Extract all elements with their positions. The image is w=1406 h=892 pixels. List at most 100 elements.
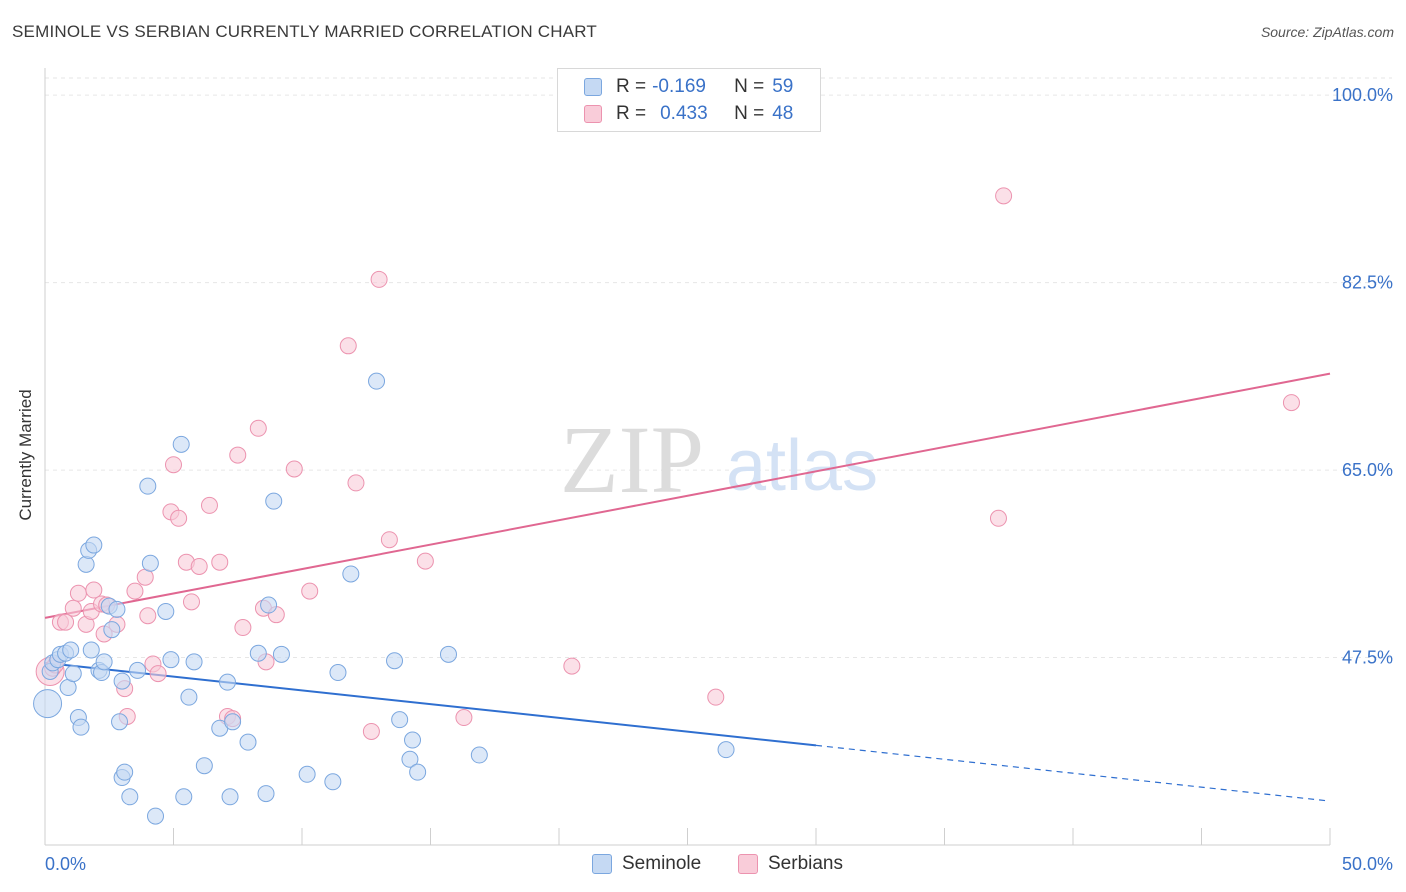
serbians-point [362, 722, 380, 740]
seminole-point [298, 765, 316, 783]
y-tick-label: 65.0% [1342, 460, 1393, 480]
serbians-point [126, 582, 144, 600]
legend-item-serbians[interactable]: Serbians [738, 852, 843, 876]
serbians-point [211, 553, 229, 571]
seminole-point [147, 807, 165, 825]
serbians-swatch [584, 105, 602, 123]
seminole-point [257, 785, 275, 803]
serbians-point [149, 665, 167, 683]
seminole-point [409, 763, 427, 781]
seminole-trend-line [44, 661, 817, 747]
r-label: R = [616, 103, 647, 124]
seminole-point [77, 555, 95, 573]
y-tick-label: 47.5% [1342, 648, 1393, 668]
seminole-point [391, 711, 409, 729]
seminole-point [157, 602, 175, 620]
serbians-point [182, 593, 200, 611]
seminole-point [162, 651, 180, 669]
serbians-point [234, 619, 252, 637]
seminole-point [111, 713, 129, 731]
serbians-point [165, 456, 182, 474]
serbians-point [995, 187, 1013, 205]
seminole-point [95, 653, 113, 671]
seminole-point [386, 652, 404, 670]
serbians-point [707, 688, 725, 706]
n-label: N = [734, 103, 765, 124]
x-tick-labels: 0.0% 50.0% [45, 854, 1393, 874]
seminole-point [180, 688, 198, 706]
correlation-legend: R = -0.169 N = 59 R = 0.433 N = 48 [557, 68, 821, 132]
seminole-point [401, 750, 419, 768]
serbians-point [347, 474, 365, 492]
serbians-point [85, 581, 103, 599]
seminole-point [108, 600, 126, 618]
seminole-point [404, 731, 422, 749]
serbians-point [69, 584, 87, 602]
trend-lines [44, 372, 1331, 802]
seminole-point [172, 435, 190, 453]
seminole-point [272, 645, 290, 663]
serbians-point [170, 509, 188, 527]
y-axis-label: Currently Married [16, 389, 35, 521]
serbians-trend-line [44, 372, 1331, 619]
serbians-point [57, 613, 75, 631]
seminole-point [185, 653, 203, 671]
seminole-point [175, 788, 193, 806]
serbians-point [301, 582, 319, 600]
r-value: 0.433 [660, 103, 708, 124]
seminole-swatch [584, 78, 602, 96]
watermark-zip: ZIP [560, 406, 704, 513]
y-tick-labels: 47.5% 65.0% 82.5% 100.0% [1332, 85, 1393, 667]
seminole-point [116, 763, 134, 781]
seminole-point [470, 746, 488, 764]
seminole-point [265, 492, 283, 510]
seminole-point [113, 672, 131, 690]
seminole-point [121, 788, 139, 806]
seminole-trend-extension [815, 744, 1331, 802]
serbians-legend-label: Serbians [768, 853, 843, 874]
seminole-point [103, 621, 121, 639]
seminole-point [260, 596, 278, 614]
seminole-point [368, 372, 386, 390]
seminole-point [195, 757, 213, 775]
serbians-point [139, 607, 157, 625]
seminole-point [249, 644, 267, 662]
x-tick-label: 50.0% [1342, 854, 1393, 874]
legend-row-seminole: R = -0.169 N = 59 [584, 75, 793, 99]
legend-item-seminole[interactable]: Seminole [592, 852, 701, 876]
seminole-point [72, 718, 90, 736]
serbians-point [416, 552, 434, 570]
seminole-point [439, 645, 457, 663]
serbians-point [563, 657, 581, 675]
seminole-point [324, 773, 342, 791]
serbians-point [190, 557, 208, 575]
serbians-point [989, 509, 1007, 527]
n-value: 48 [772, 103, 794, 124]
legend-row-serbians: R = 0.433 N = 48 [584, 102, 793, 126]
watermark: ZIP atlas [560, 406, 878, 513]
seminole-legend-label: Seminole [622, 853, 702, 874]
serbians-point [200, 496, 218, 514]
seminole-point [342, 565, 360, 583]
serbians-point [249, 419, 267, 437]
serbians-point [455, 709, 473, 727]
chart-title: SEMINOLE VS SERBIAN CURRENTLY MARRIED CO… [12, 22, 598, 41]
seminole-point [33, 689, 63, 719]
x-tick-label: 0.0% [45, 854, 86, 874]
n-value: 59 [772, 76, 794, 97]
serbians-legend-swatch [738, 854, 758, 874]
seminole-point [141, 554, 159, 572]
seminole-legend-swatch [592, 854, 612, 874]
y-tick-label: 100.0% [1332, 85, 1393, 105]
n-label: N = [734, 76, 765, 97]
seminole-point [239, 733, 257, 751]
serbians-point [229, 446, 247, 464]
serbians-point [285, 460, 303, 478]
seminole-point [82, 641, 100, 659]
serbians-point [370, 270, 388, 288]
gridlines [45, 77, 1392, 659]
seminole-point [717, 741, 735, 759]
r-label: R = [616, 76, 647, 97]
seminole-point [221, 788, 239, 806]
